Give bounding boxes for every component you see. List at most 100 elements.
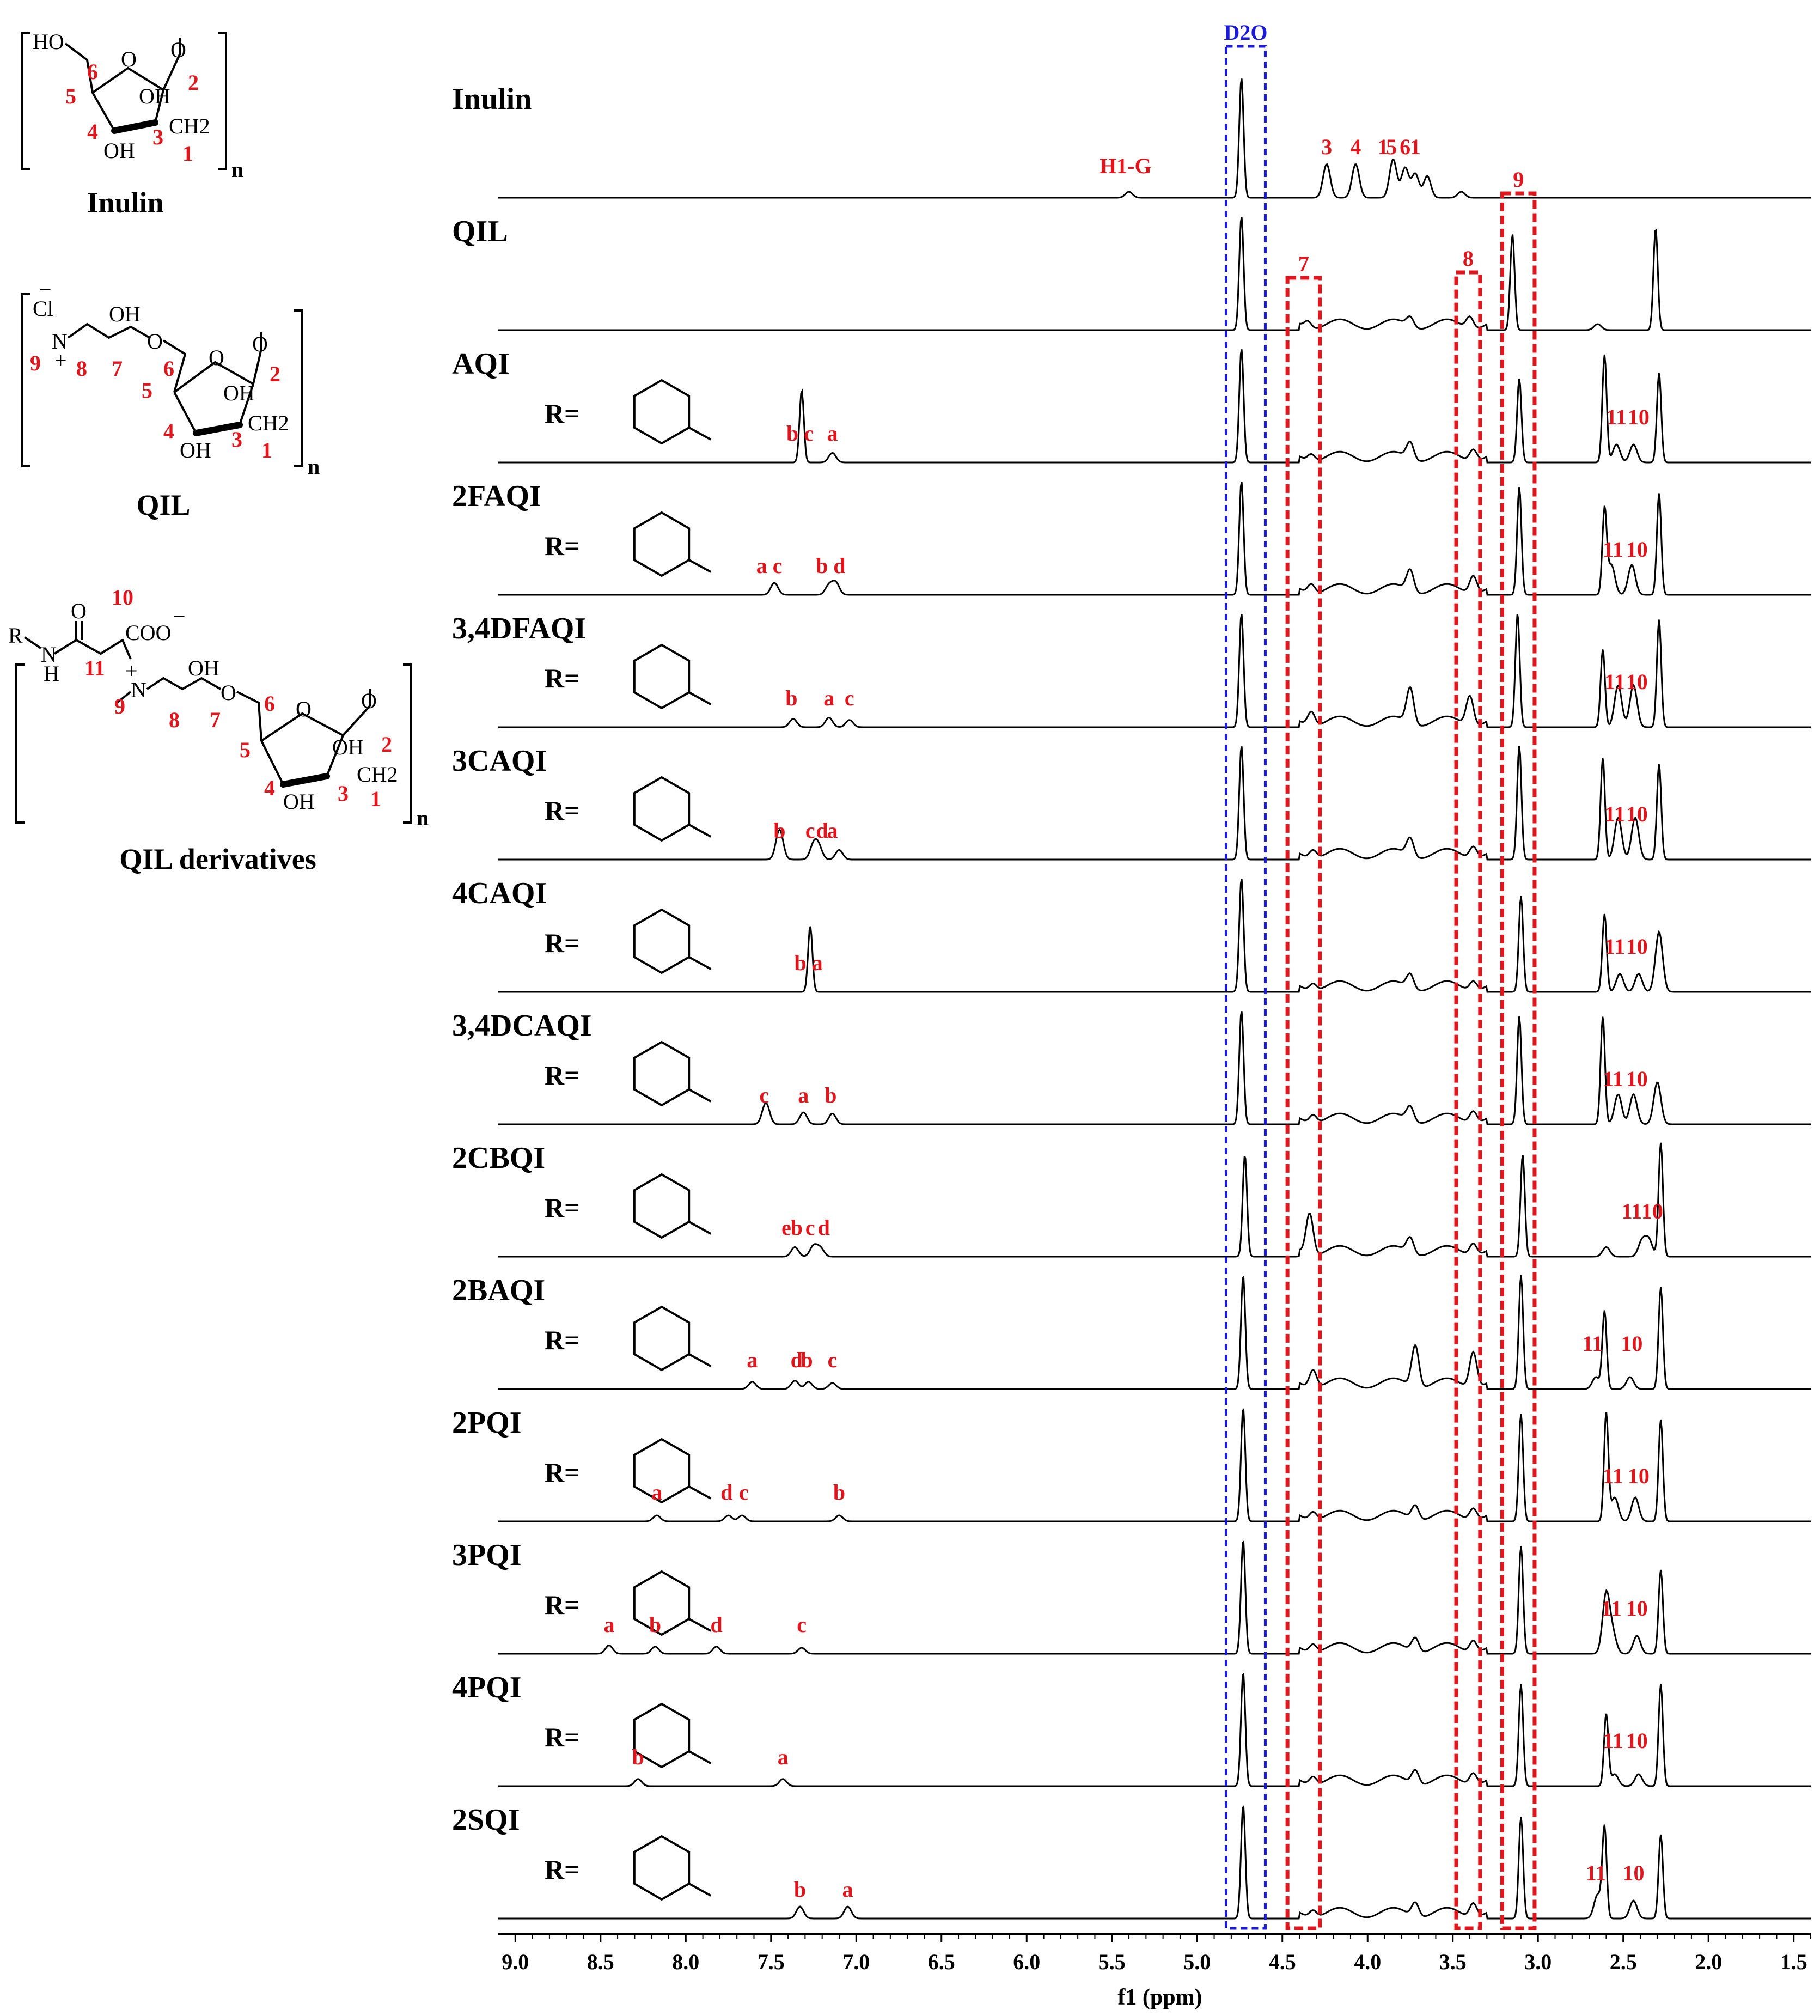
- deriv-num-11: 11: [84, 656, 105, 680]
- r-group-attachment-bond: [688, 956, 712, 970]
- deriv-ether-o: O: [221, 680, 236, 705]
- qil-n: N: [52, 329, 68, 354]
- spectrum-trace: [498, 1142, 1811, 1258]
- r-group-label: R=: [545, 928, 580, 958]
- peak-label: a: [823, 686, 834, 710]
- spectrum-2SQI: 2SQI R= b a 11 10: [452, 1803, 1811, 1920]
- r-group-attachment-bond: [688, 1088, 712, 1103]
- r-group-attachment-bond: [688, 1485, 712, 1500]
- deriv-nh-n: N: [41, 642, 57, 667]
- x-tick-label: 9.0: [502, 1950, 529, 1974]
- qil-num-2: 2: [270, 362, 280, 386]
- peak-label: 11: [1603, 1067, 1623, 1091]
- x-tick-label: 5.5: [1098, 1950, 1126, 1974]
- highlight-box: [1454, 270, 1482, 1930]
- peak-label: c: [739, 1480, 749, 1505]
- peak-label: a: [798, 1083, 809, 1107]
- deriv-coo-minus: −: [173, 604, 186, 629]
- peak-label: 11: [1603, 1728, 1623, 1753]
- x-axis: f1 (ppm) 9.0 8.5 8.0 7.5 7.0 6.5 6.0 5.5 5.0 4.5 4…: [498, 1933, 1811, 2010]
- qil-ring-right: [239, 332, 262, 425]
- r-group-ring-icon: [633, 1040, 691, 1107]
- r-group-attachment-bond: [688, 691, 712, 705]
- inulin-title: Inulin: [87, 186, 163, 219]
- r-group-attachment-bond: [688, 427, 712, 441]
- deriv-n-plus: +: [125, 659, 138, 683]
- qil-ether-o: O: [147, 329, 163, 354]
- peak-label: 11: [1606, 405, 1627, 429]
- highlight-box: [1224, 45, 1267, 1930]
- peak-label: 10: [1621, 1331, 1642, 1356]
- deriv-repeat-n: n: [417, 806, 429, 830]
- inulin-bracket-right: [218, 32, 227, 170]
- peak-label: b c: [786, 421, 814, 446]
- deriv-num-2: 2: [381, 732, 392, 757]
- sample-label: AQI: [452, 347, 510, 381]
- x-tick-label: 8.0: [672, 1950, 699, 1974]
- qil-cl: Cl: [33, 296, 53, 321]
- r-group-ring-icon: [633, 1702, 691, 1769]
- r-group-ring-icon: [633, 511, 691, 577]
- r-group-label: R=: [545, 1589, 580, 1620]
- spectrum-Inulin: Inulin H1-G 3 4 5 611: [452, 78, 1811, 199]
- spectrum-3CAQI: 3CAQI R= b c da 11 10: [452, 744, 1811, 861]
- r-group-label: R=: [545, 795, 580, 826]
- peak-label: 4: [1350, 135, 1361, 159]
- peak-label: 11: [1621, 1199, 1642, 1223]
- x-axis-title: f1 (ppm): [1117, 1985, 1202, 2010]
- qil-title: QIL: [136, 489, 190, 521]
- highlight-boxes: D2O 7 8 9: [1224, 20, 1537, 1930]
- sample-label: 3,4DCAQI: [452, 1009, 592, 1043]
- x-tick-label: 3.0: [1524, 1950, 1552, 1974]
- peak-label: 11: [1604, 934, 1625, 959]
- qil-n-plus: +: [54, 348, 67, 373]
- inulin-oh-c2: OH: [139, 84, 170, 108]
- inulin-ring-o: O: [121, 47, 137, 71]
- inulin-num-6: 6: [87, 59, 98, 84]
- r-group-ring-icon: [633, 379, 691, 445]
- x-tick-label: 7.0: [842, 1950, 870, 1974]
- peak-label: d: [720, 1480, 732, 1505]
- peak-label: 3: [1321, 135, 1332, 159]
- peak-label: a: [603, 1612, 614, 1637]
- x-tick-label: 4.0: [1354, 1950, 1381, 1974]
- qil-num-6: 6: [163, 356, 174, 381]
- deriv-ch2-link: [236, 691, 262, 741]
- peak-label: d: [791, 1348, 803, 1372]
- sample-label: 2PQI: [452, 1406, 522, 1440]
- r-group-label: R=: [545, 1192, 580, 1223]
- deriv-amide: [53, 621, 83, 655]
- peak-label: c: [805, 818, 815, 843]
- deriv-n: N: [131, 678, 146, 702]
- peak-label: b: [825, 1083, 836, 1107]
- peak-label: 10: [1626, 802, 1648, 826]
- x-tick-label: 8.5: [587, 1950, 614, 1974]
- x-tick-label: 7.5: [758, 1950, 785, 1974]
- peak-label: 10: [1622, 1861, 1644, 1885]
- deriv-o-link: O: [361, 689, 377, 713]
- deriv-r-bond: [23, 636, 42, 649]
- inulin-oh-c4: OH: [103, 138, 135, 163]
- sample-label: Inulin: [452, 82, 532, 116]
- inulin-num-3: 3: [152, 125, 163, 149]
- spectrum-QIL: QIL: [452, 215, 1811, 331]
- inulin-num-2: 2: [188, 70, 199, 95]
- peak-label: c: [759, 1083, 769, 1107]
- sample-label: 3CAQI: [452, 744, 547, 778]
- r-group-ring-icon: [633, 1305, 691, 1372]
- spectrum-trace: [498, 879, 1811, 993]
- peak-label: a: [827, 818, 838, 843]
- x-tick-label: 4.5: [1269, 1950, 1296, 1974]
- peak-label: 10: [1641, 1199, 1663, 1223]
- qil-bracket-left: [21, 293, 30, 467]
- peak-label: c: [805, 1215, 815, 1240]
- r-group-label: R=: [545, 1854, 580, 1885]
- sample-label: 4CAQI: [452, 876, 547, 910]
- peak-label: e: [781, 1215, 791, 1240]
- peak-label: b d: [816, 553, 846, 578]
- deriv-amide-o: O: [71, 599, 87, 623]
- r-group-ring-icon: [633, 1835, 691, 1901]
- deriv-oh-c4: OH: [283, 789, 315, 814]
- spectrum-trace: [498, 1408, 1811, 1522]
- r-group-attachment-bond: [688, 824, 712, 838]
